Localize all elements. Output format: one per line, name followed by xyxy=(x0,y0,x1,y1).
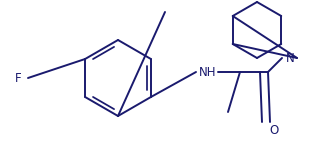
Text: F: F xyxy=(15,72,21,85)
Text: O: O xyxy=(269,124,279,137)
Text: N: N xyxy=(285,51,295,64)
Text: NH: NH xyxy=(199,66,217,79)
